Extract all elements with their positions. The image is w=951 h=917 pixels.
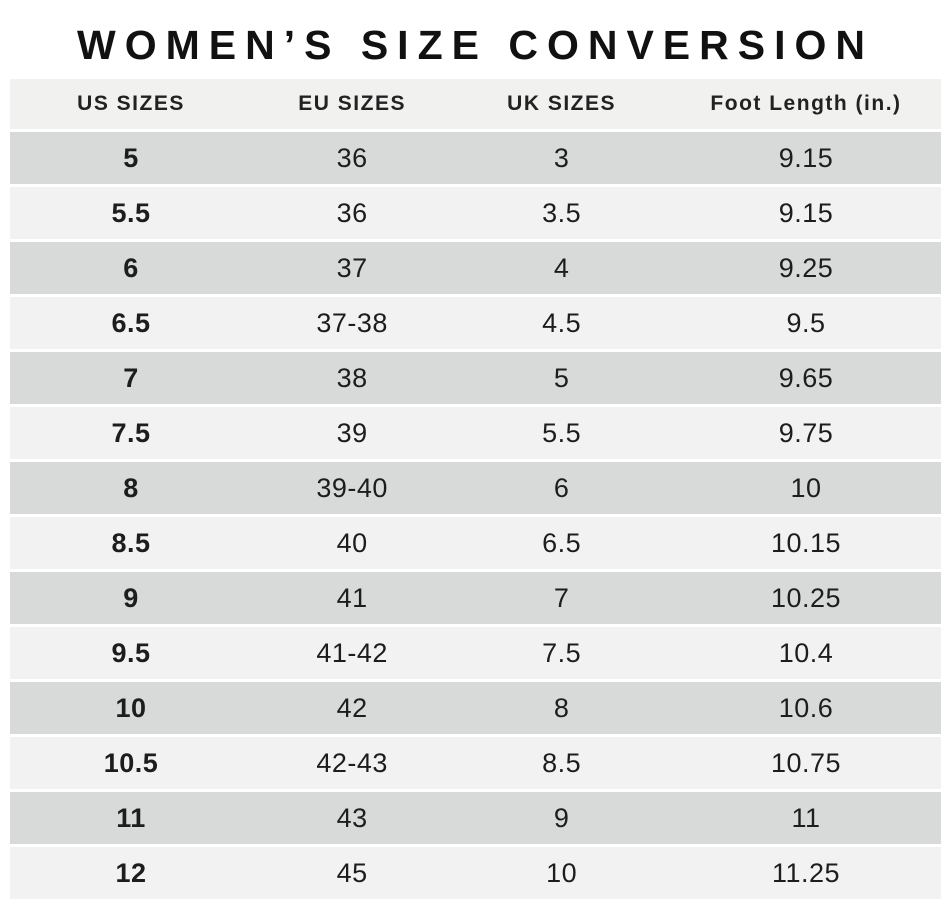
foot-length-cell: 10.4 bbox=[670, 627, 941, 679]
table-row: 9.5 41-42 7.5 10.4 bbox=[10, 627, 941, 679]
uk-size-cell: 4.5 bbox=[452, 297, 671, 349]
foot-length-cell: 9.25 bbox=[670, 242, 941, 294]
foot-length-cell: 9.75 bbox=[670, 407, 941, 459]
table-row: 9 41 7 10.25 bbox=[10, 572, 941, 624]
foot-length-cell: 9.15 bbox=[670, 132, 941, 184]
eu-size-cell: 36 bbox=[252, 187, 453, 239]
uk-size-cell: 5 bbox=[452, 352, 671, 404]
us-size-cell: 5.5 bbox=[10, 187, 253, 239]
uk-size-cell: 9 bbox=[452, 792, 671, 844]
us-size-cell: 10.5 bbox=[10, 737, 253, 789]
foot-length-cell: 10.15 bbox=[670, 517, 941, 569]
us-size-cell: 9.5 bbox=[10, 627, 253, 679]
page-title: WOMEN’S SIZE CONVERSION bbox=[77, 22, 874, 68]
table-row: 8 39-40 6 10 bbox=[10, 462, 941, 514]
us-size-cell: 10 bbox=[10, 682, 253, 734]
foot-length-cell: 9.5 bbox=[670, 297, 941, 349]
eu-size-cell: 41 bbox=[252, 572, 453, 624]
foot-length-cell: 9.15 bbox=[670, 187, 941, 239]
eu-size-cell: 39-40 bbox=[252, 462, 453, 514]
us-size-cell: 6.5 bbox=[10, 297, 253, 349]
uk-size-cell: 6 bbox=[452, 462, 671, 514]
eu-size-cell: 40 bbox=[252, 517, 453, 569]
uk-size-cell: 5.5 bbox=[452, 407, 671, 459]
us-size-cell: 6 bbox=[10, 242, 253, 294]
size-conversion-table: US SIZES EU SIZES UK SIZES Foot Length (… bbox=[10, 76, 941, 902]
us-size-cell: 7.5 bbox=[10, 407, 253, 459]
uk-size-cell: 10 bbox=[452, 847, 671, 899]
table-row: 12 45 10 11.25 bbox=[10, 847, 941, 899]
us-size-cell: 11 bbox=[10, 792, 253, 844]
table-row: 11 43 9 11 bbox=[10, 792, 941, 844]
foot-length-cell: 10 bbox=[670, 462, 941, 514]
eu-size-cell: 42 bbox=[252, 682, 453, 734]
header-foot-length: Foot Length (in.) bbox=[670, 79, 941, 129]
us-size-cell: 8 bbox=[10, 462, 253, 514]
foot-length-cell: 10.25 bbox=[670, 572, 941, 624]
us-size-cell: 8.5 bbox=[10, 517, 253, 569]
header-us-sizes: US SIZES bbox=[10, 79, 253, 129]
foot-length-cell: 9.65 bbox=[670, 352, 941, 404]
foot-length-cell: 10.6 bbox=[670, 682, 941, 734]
us-size-cell: 7 bbox=[10, 352, 253, 404]
table-row: 5 36 3 9.15 bbox=[10, 132, 941, 184]
table-row: 7.5 39 5.5 9.75 bbox=[10, 407, 941, 459]
eu-size-cell: 45 bbox=[252, 847, 453, 899]
uk-size-cell: 8.5 bbox=[452, 737, 671, 789]
uk-size-cell: 3 bbox=[452, 132, 671, 184]
table-body: 5 36 3 9.15 5.5 36 3.5 9.15 6 37 4 9.25 6.5 37-38 4.5 9… bbox=[10, 132, 941, 899]
us-size-cell: 5 bbox=[10, 132, 253, 184]
uk-size-cell: 3.5 bbox=[452, 187, 671, 239]
uk-size-cell: 7 bbox=[452, 572, 671, 624]
table-row: 8.5 40 6.5 10.15 bbox=[10, 517, 941, 569]
eu-size-cell: 39 bbox=[252, 407, 453, 459]
eu-size-cell: 37 bbox=[252, 242, 453, 294]
eu-size-cell: 43 bbox=[252, 792, 453, 844]
foot-length-cell: 11.25 bbox=[670, 847, 941, 899]
foot-length-cell: 10.75 bbox=[670, 737, 941, 789]
eu-size-cell: 37-38 bbox=[252, 297, 453, 349]
eu-size-cell: 41-42 bbox=[252, 627, 453, 679]
uk-size-cell: 4 bbox=[452, 242, 671, 294]
us-size-cell: 9 bbox=[10, 572, 253, 624]
eu-size-cell: 36 bbox=[252, 132, 453, 184]
header-eu-sizes: EU SIZES bbox=[252, 79, 453, 129]
table-row: 6 37 4 9.25 bbox=[10, 242, 941, 294]
table-row: 6.5 37-38 4.5 9.5 bbox=[10, 297, 941, 349]
table-row: 5.5 36 3.5 9.15 bbox=[10, 187, 941, 239]
uk-size-cell: 7.5 bbox=[452, 627, 671, 679]
header-uk-sizes: UK SIZES bbox=[452, 79, 671, 129]
table-row: 10.5 42-43 8.5 10.75 bbox=[10, 737, 941, 789]
eu-size-cell: 42-43 bbox=[252, 737, 453, 789]
table-header-row: US SIZES EU SIZES UK SIZES Foot Length (… bbox=[10, 79, 941, 129]
us-size-cell: 12 bbox=[10, 847, 253, 899]
foot-length-cell: 11 bbox=[670, 792, 941, 844]
uk-size-cell: 6.5 bbox=[452, 517, 671, 569]
table-row: 10 42 8 10.6 bbox=[10, 682, 941, 734]
uk-size-cell: 8 bbox=[452, 682, 671, 734]
eu-size-cell: 38 bbox=[252, 352, 453, 404]
table-row: 7 38 5 9.65 bbox=[10, 352, 941, 404]
